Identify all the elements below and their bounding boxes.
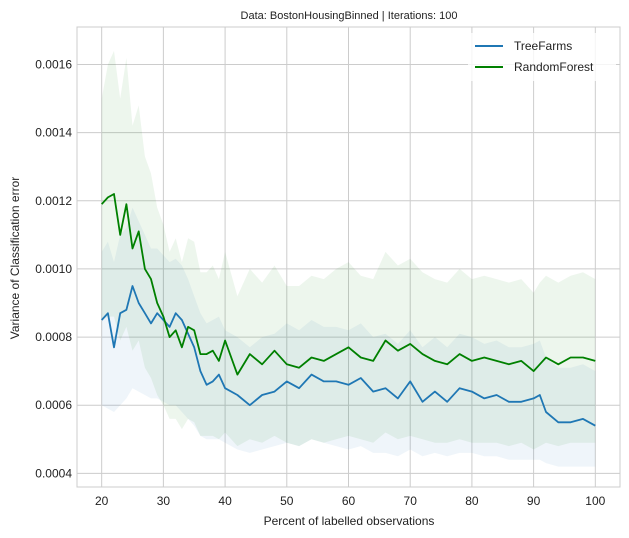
band-treefarms: [101, 207, 596, 467]
x-tick-label: 50: [280, 494, 294, 508]
x-tick-label: 100: [585, 494, 605, 508]
y-tick-label: 0.0012: [35, 194, 72, 208]
x-tick-label: 40: [218, 494, 232, 508]
legend-label-randomforest: RandomForest: [514, 60, 594, 74]
band-randomforest: [101, 50, 596, 450]
line-treefarms: [101, 285, 596, 427]
legend-box: [468, 33, 616, 81]
x-tick-label: 80: [465, 494, 479, 508]
line-randomforest: [101, 193, 596, 376]
y-tick-label: 0.0016: [35, 57, 72, 71]
legend-label-treefarms: TreeFarms: [514, 39, 572, 53]
x-axis-title: Percent of labelled observations: [264, 514, 435, 528]
x-tick-label: 20: [95, 494, 109, 508]
x-tick-label: 60: [342, 494, 356, 508]
y-axis-title: Variance of Classification error: [8, 177, 22, 340]
y-tick-label: 0.0004: [35, 466, 72, 480]
series-lines: [101, 193, 596, 427]
chart-title: Data: BostonHousingBinned | Iterations: …: [241, 10, 458, 22]
y-tick-label: 0.0006: [35, 398, 72, 412]
x-tick-label: 30: [157, 494, 171, 508]
x-tick-label: 90: [527, 494, 541, 508]
x-tick-label: 70: [404, 494, 418, 508]
confidence-bands: [101, 50, 596, 467]
tick-labels: 20 30 40 50 60 70 80 90 100 0.0004 0.0006 0.0008 0.0…: [35, 57, 605, 508]
y-tick-label: 0.0014: [35, 126, 72, 140]
grid: [77, 27, 620, 487]
plot-frame: [76, 26, 621, 488]
y-tick-label: 0.0010: [35, 262, 72, 276]
y-tick-label: 0.0008: [35, 330, 72, 344]
legend: TreeFarms RandomForest: [468, 33, 616, 81]
